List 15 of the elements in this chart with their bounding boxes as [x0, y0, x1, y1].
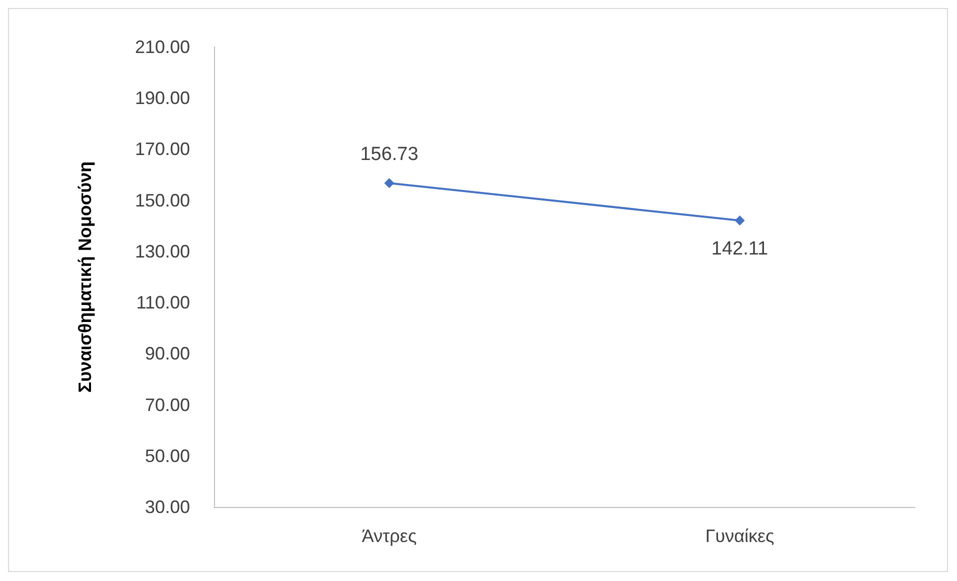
y-tick-label: 150.00: [134, 190, 190, 210]
y-tick-label: 130.00: [134, 241, 190, 262]
y-axis-title: Συναισθηματική Νομοσύνη: [75, 161, 95, 393]
x-tick-label: Γυναίκες: [705, 526, 774, 546]
data-label: 142.11: [711, 238, 768, 260]
y-tick-label: 90.00: [144, 344, 190, 364]
y-tick-label: 30.00: [144, 497, 190, 517]
y-tick-label: 170.00: [134, 139, 190, 160]
y-tick-label: 110.00: [136, 292, 190, 313]
y-tick-label: 190.00: [134, 88, 190, 108]
y-tick-label: 210.00: [134, 37, 190, 57]
y-tick-label: 50.00: [144, 446, 190, 466]
data-label: 156.73: [360, 144, 418, 166]
y-tick-label: 70.00: [144, 394, 190, 415]
x-tick-label: Άντρες: [362, 526, 417, 546]
